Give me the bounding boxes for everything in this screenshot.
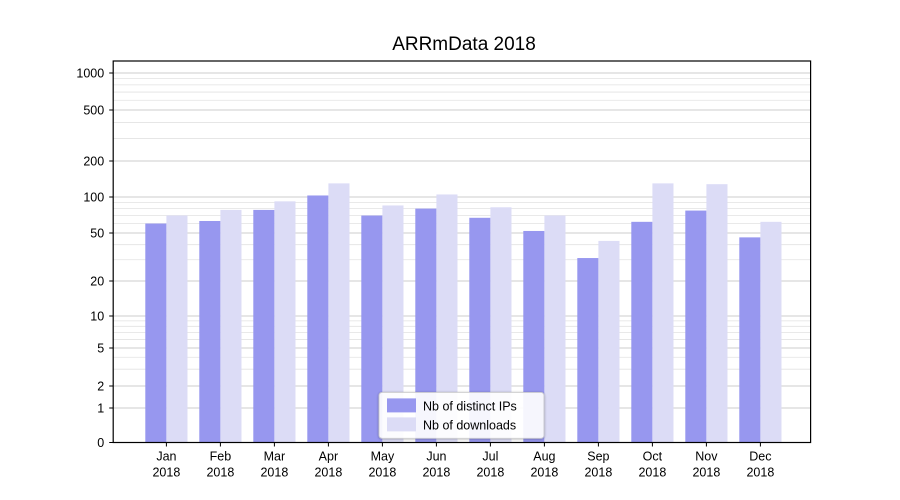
svg-text:Dec: Dec — [749, 450, 771, 464]
svg-text:Aug: Aug — [533, 450, 555, 464]
svg-text:10: 10 — [90, 310, 104, 324]
svg-text:1000: 1000 — [76, 67, 104, 81]
svg-text:Nb of downloads: Nb of downloads — [423, 418, 516, 432]
svg-text:0: 0 — [97, 436, 104, 450]
svg-text:20: 20 — [90, 275, 104, 289]
svg-text:200: 200 — [83, 155, 104, 169]
svg-text:2018: 2018 — [530, 466, 558, 480]
svg-text:2018: 2018 — [476, 466, 504, 480]
svg-text:2018: 2018 — [152, 466, 180, 480]
svg-text:Nb of distinct IPs: Nb of distinct IPs — [423, 399, 517, 413]
svg-text:2018: 2018 — [260, 466, 288, 480]
svg-text:2018: 2018 — [422, 466, 450, 480]
svg-text:Jan: Jan — [156, 450, 176, 464]
svg-text:1: 1 — [97, 402, 104, 416]
svg-text:May: May — [371, 450, 395, 464]
svg-text:Mar: Mar — [264, 450, 286, 464]
svg-text:2018: 2018 — [692, 466, 720, 480]
svg-text:100: 100 — [83, 191, 104, 205]
svg-text:2018: 2018 — [584, 466, 612, 480]
svg-text:Oct: Oct — [643, 450, 663, 464]
svg-text:Sep: Sep — [587, 450, 609, 464]
svg-text:ARRmData 2018: ARRmData 2018 — [392, 34, 536, 55]
svg-text:2018: 2018 — [368, 466, 396, 480]
svg-text:500: 500 — [83, 104, 104, 118]
svg-text:2: 2 — [97, 380, 104, 394]
svg-text:Jun: Jun — [426, 450, 446, 464]
svg-text:50: 50 — [90, 227, 104, 241]
svg-text:5: 5 — [97, 342, 104, 356]
svg-text:Feb: Feb — [210, 450, 232, 464]
svg-text:2018: 2018 — [206, 466, 234, 480]
svg-text:Jul: Jul — [482, 450, 498, 464]
svg-text:2018: 2018 — [314, 466, 342, 480]
svg-text:Nov: Nov — [695, 450, 718, 464]
svg-text:Apr: Apr — [319, 450, 338, 464]
svg-text:2018: 2018 — [746, 466, 774, 480]
svg-text:2018: 2018 — [638, 466, 666, 480]
